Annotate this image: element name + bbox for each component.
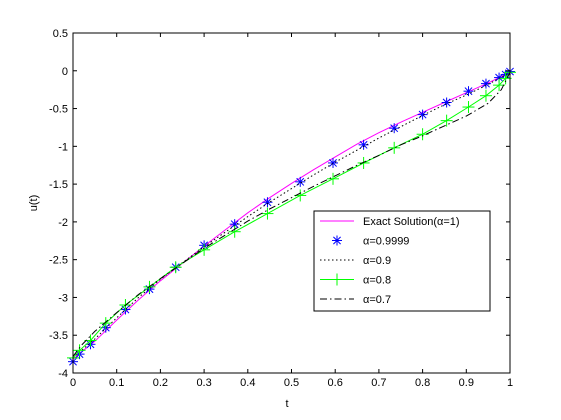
data-point	[389, 123, 400, 134]
y-tick-label: 0	[62, 66, 68, 78]
y-tick-label: -1.5	[49, 179, 68, 191]
x-tick-label: 0.7	[371, 377, 386, 389]
x-tick-label: 0.2	[153, 377, 168, 389]
data-point	[440, 114, 453, 127]
y-tick-label: -0.5	[49, 104, 68, 116]
data-point	[357, 156, 370, 169]
x-tick-label: 1	[507, 377, 513, 389]
y-tick-label: -3.5	[49, 330, 68, 342]
axes-layer: 0 0.1 0.2 0.3 0.4 0.5 0.6 0.7 0.8 0.9 1 0.5 0 -0.5 -1 -…	[49, 28, 513, 389]
data-point	[417, 109, 428, 120]
x-tick-label: 0.5	[284, 377, 299, 389]
x-tick-label: 0.3	[196, 377, 211, 389]
legend-marker-sample	[332, 235, 342, 246]
data-point	[388, 141, 401, 154]
data-point	[462, 101, 475, 114]
data-point	[261, 207, 274, 220]
series-line	[72, 72, 511, 357]
legend-entry: α=0.8	[320, 273, 391, 287]
legend-label: α=0.7	[363, 294, 391, 306]
legend-label: Exact Solution(α=1)	[363, 216, 460, 228]
legend: Exact Solution(α=1) α=0.9999 α=0.9 α=0.8 α=0…	[313, 210, 491, 312]
x-tick-label: 0.8	[415, 377, 430, 389]
legend-label: α=0.9	[363, 255, 391, 267]
y-tick-label: -4	[58, 368, 68, 380]
data-point	[198, 243, 211, 256]
data-point	[358, 139, 369, 150]
series-5	[72, 72, 511, 357]
y-tick-label: -3	[58, 292, 68, 304]
data-point	[169, 261, 182, 274]
x-tick-label: 0.6	[328, 377, 343, 389]
y-axis-label: u(t)	[28, 195, 40, 212]
legend-entry: α=0.9999	[332, 235, 409, 248]
data-point	[463, 86, 474, 97]
y-tick-label: -1	[58, 141, 68, 153]
legend-entry: α=0.9	[320, 255, 391, 267]
y-tick-label: -2.5	[49, 255, 68, 267]
data-point	[73, 344, 86, 357]
plot-area	[72, 32, 511, 374]
x-tick-label: 0.9	[459, 377, 474, 389]
legend-label: α=0.9999	[363, 236, 409, 248]
x-axis-label: t	[285, 398, 288, 410]
x-tick-label: 0	[70, 377, 76, 389]
data-point	[328, 157, 339, 168]
x-tick-label: 0.4	[240, 377, 255, 389]
y-tick-label: 0.5	[53, 28, 68, 40]
legend-marker-sample	[331, 273, 343, 286]
legend-label: α=0.8	[363, 275, 391, 287]
data-point	[262, 197, 273, 208]
data-point	[441, 97, 452, 108]
data-point	[327, 172, 340, 185]
legend-entry: Exact Solution(α=1)	[320, 216, 460, 228]
legend-entry: α=0.7	[320, 294, 391, 306]
series-line	[72, 71, 511, 359]
data-point	[228, 225, 241, 238]
legend-box	[313, 210, 491, 312]
series-layer	[67, 66, 516, 367]
data-point	[295, 176, 306, 187]
data-point	[99, 317, 112, 330]
plot-frame	[72, 32, 511, 374]
x-tick-label: 0.1	[109, 377, 124, 389]
series-3	[72, 71, 511, 359]
data-point	[479, 89, 492, 102]
y-tick-label: -2	[58, 217, 68, 229]
